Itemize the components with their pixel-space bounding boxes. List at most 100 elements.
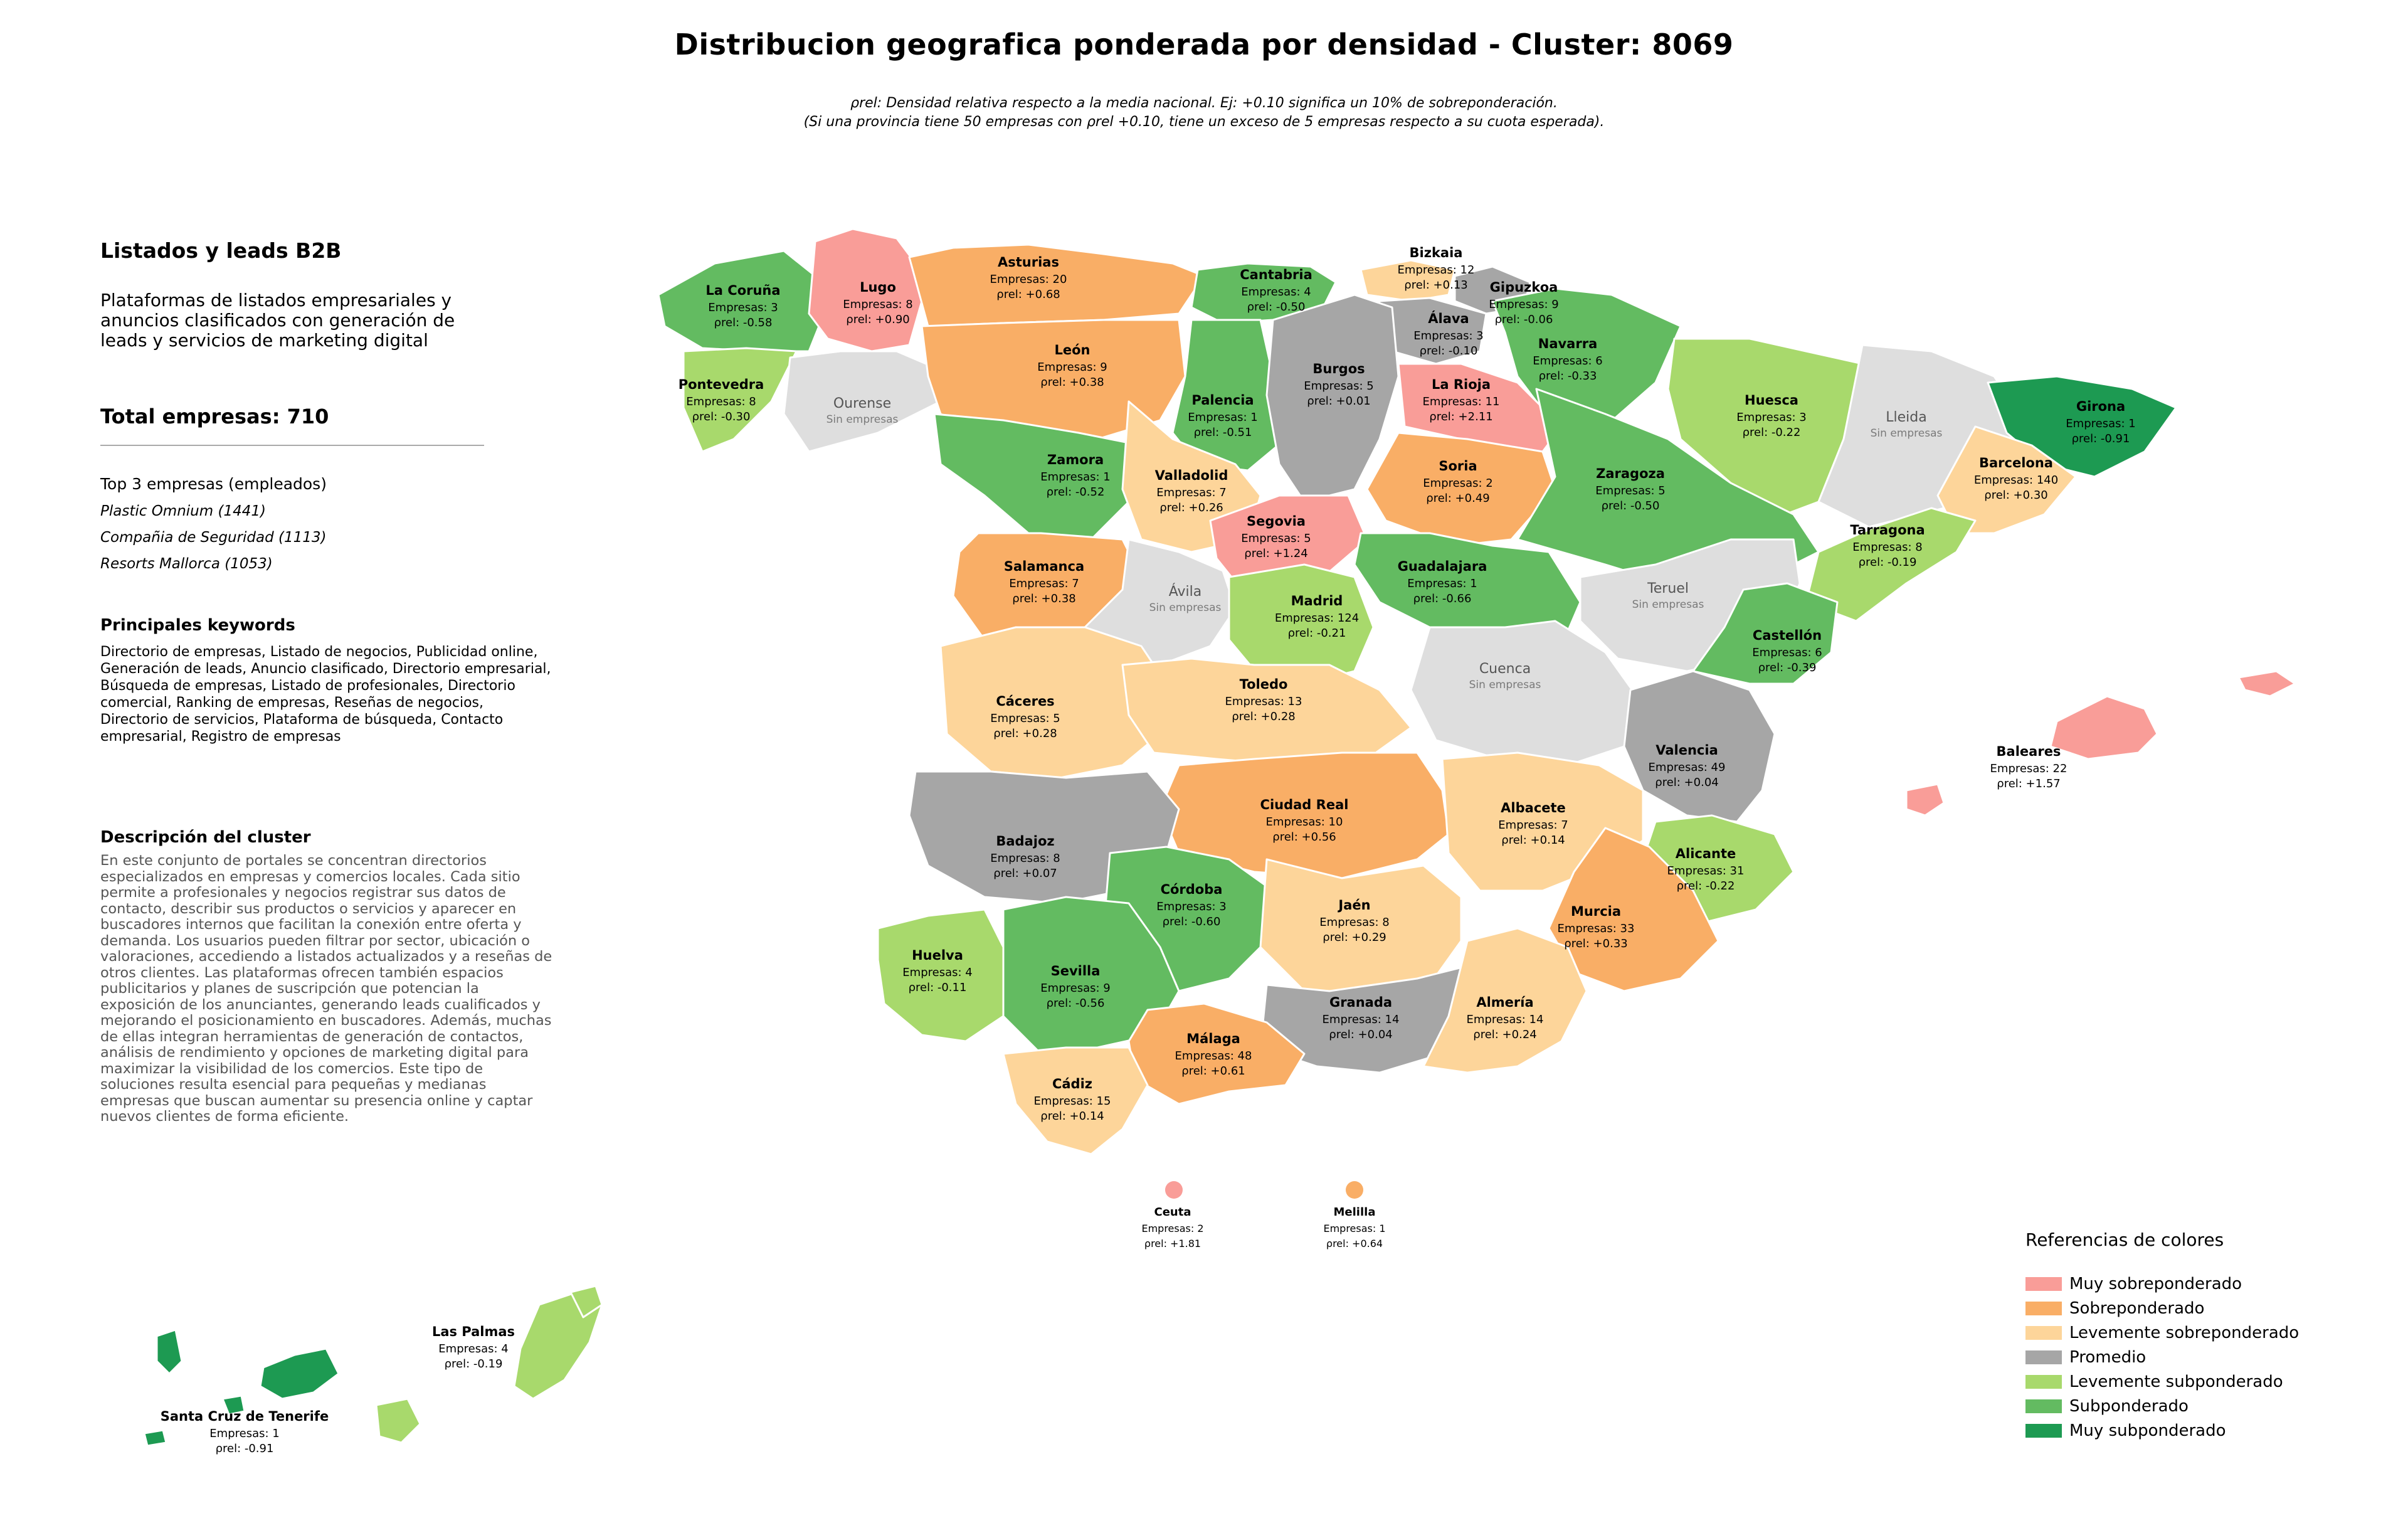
province-rho-palencia: ρrel: -0.51: [1194, 426, 1252, 439]
province-name-burgos: Burgos: [1312, 361, 1365, 376]
province-rho-jaen: ρrel: +0.29: [1323, 931, 1386, 944]
province-name-girona: Girona: [2076, 399, 2125, 414]
legend-item: Sobreponderado: [2025, 1296, 2377, 1320]
province-empresas-huesca: Empresas: 3: [1736, 411, 1806, 424]
province-leon: [921, 319, 1186, 440]
top3-item: Plastic Omnium (1441): [100, 503, 266, 519]
province-empresas-granada: Empresas: 14: [1323, 1013, 1400, 1026]
province-jaen: [1259, 858, 1462, 992]
province-baleares: [2237, 670, 2296, 698]
province-empresas-segovia: Empresas: 5: [1241, 532, 1311, 545]
province-rho-cadiz: ρrel: +0.14: [1040, 1110, 1104, 1123]
province-name-tarragona: Tarragona: [1850, 523, 1925, 538]
province-rho-las-palmas: ρrel: -0.19: [445, 1357, 503, 1371]
province-rho-asturias: ρrel: +0.68: [996, 288, 1060, 301]
cluster-description-title: Descripción del cluster: [100, 828, 311, 847]
province-rho-gipuzkoa: ρrel: -0.06: [1495, 313, 1553, 326]
province-rho-zaragoza: ρrel: -0.50: [1602, 499, 1660, 512]
province-empresas-girona: Empresas: 1: [2066, 417, 2135, 430]
province-empresas-tarragona: Empresas: 8: [1852, 541, 1922, 554]
province-rho-salamanca: ρrel: +0.38: [1012, 592, 1075, 605]
province-rho-melilla: ρrel: +0.64: [1326, 1238, 1383, 1249]
subtitle-line-1: ρrel: Densidad relativa respecto a la me…: [850, 95, 1558, 111]
province-baleares: [1905, 783, 1945, 817]
top3-title: Top 3 empresas (empleados): [100, 475, 327, 493]
province-avila: [1084, 538, 1237, 666]
province-no-data-ourense: Sin empresas: [826, 413, 899, 426]
province-name-ourense: Ourense: [833, 396, 891, 411]
province-empresas-santa-cruz-de-tenerife: Empresas: 1: [209, 1427, 279, 1440]
legend-swatch: [2025, 1350, 2062, 1364]
province-rho-la-rioja: ρrel: +2.11: [1429, 410, 1492, 423]
province-name-melilla: Melilla: [1334, 1206, 1376, 1219]
province-name-zamora: Zamora: [1047, 452, 1104, 467]
province-name-valladolid: Valladolid: [1155, 468, 1228, 483]
province-rho-malaga: ρrel: +0.61: [1181, 1064, 1245, 1078]
province-regions: [143, 228, 2296, 1447]
province-rho-ceuta: ρrel: +1.81: [1144, 1238, 1201, 1249]
province-ciudad-real: [1159, 751, 1450, 879]
province-name-ceuta: Ceuta: [1154, 1206, 1191, 1219]
keywords-title: Principales keywords: [100, 616, 295, 635]
province-baleares: [2049, 695, 2158, 760]
province-murcia: [1548, 827, 1719, 992]
province-name-bizkaia: Bizkaia: [1410, 245, 1463, 260]
province-name-teruel: Teruel: [1647, 581, 1689, 597]
province-rho-baleares: ρrel: +1.57: [1997, 777, 2060, 790]
province-empresas-ciudad-real: Empresas: 10: [1266, 815, 1343, 829]
province-rho-cordoba: ρrel: -0.60: [1163, 915, 1221, 928]
province-valencia: [1623, 670, 1776, 823]
province-cadiz: [1002, 1046, 1149, 1155]
province-name-avila: Ávila: [1169, 583, 1202, 600]
province-name-baleares: Baleares: [1997, 744, 2061, 759]
province-name-la-coruna: La Coruña: [705, 283, 780, 298]
legend-swatch: [2025, 1374, 2062, 1389]
province-name-segovia: Segovia: [1247, 514, 1306, 529]
province-santa-cruz-de-tenerife: [221, 1394, 246, 1416]
province-empresas-barcelona: Empresas: 140: [1974, 474, 2058, 487]
province-rho-guadalajara: ρrel: -0.66: [1413, 592, 1472, 605]
province-rho-cantabria: ρrel: -0.50: [1247, 300, 1306, 314]
province-empresas-malaga: Empresas: 48: [1175, 1049, 1252, 1063]
province-rho-tarragona: ρrel: -0.19: [1859, 556, 1917, 569]
province-empresas-guadalajara: Empresas: 1: [1407, 577, 1477, 590]
province-labels: La Coruña Empresas: 3 ρrel: -0.58 Lugo Empre…: [161, 245, 2136, 1455]
province-rho-soria: ρrel: +0.49: [1426, 492, 1489, 505]
province-name-malaga: Málaga: [1186, 1031, 1240, 1046]
province-empresas-cordoba: Empresas: 3: [1156, 900, 1226, 913]
province-palencia: [1171, 319, 1287, 472]
province-name-huesca: Huesca: [1745, 393, 1798, 408]
province-santa-cruz-de-tenerife: [259, 1347, 340, 1400]
province-las-palmas: [569, 1285, 603, 1318]
province-rho-girona: ρrel: -0.91: [2072, 432, 2130, 445]
province-name-alicante: Alicante: [1676, 846, 1736, 861]
legend-items: Muy sobreponderado Sobreponderado Levement…: [2025, 1271, 2377, 1443]
province-empresas-valencia: Empresas: 49: [1649, 761, 1726, 774]
legend-swatch: [2025, 1276, 2062, 1291]
province-name-cantabria: Cantabria: [1240, 267, 1312, 282]
province-name-ciudad-real: Ciudad Real: [1260, 797, 1349, 812]
province-toledo: [1121, 657, 1412, 767]
province-la-coruna: [657, 250, 823, 353]
province-bizkaia: [1360, 259, 1456, 302]
province-name-valencia: Valencia: [1656, 743, 1718, 758]
province-name-albacete: Albacete: [1501, 800, 1566, 815]
province-rho-alava: ρrel: -0.10: [1420, 344, 1478, 358]
province-lugo: [808, 228, 923, 353]
province-rho-leon: ρrel: +0.38: [1040, 376, 1104, 389]
province-barcelona: [1936, 425, 2077, 534]
map-title: Distribucion geografica ponderada por de…: [674, 28, 1734, 61]
province-rho-santa-cruz-de-tenerife: ρrel: -0.91: [216, 1442, 274, 1455]
province-empresas-badajoz: Empresas: 8: [990, 852, 1060, 865]
province-zamora: [933, 413, 1143, 541]
province-empresas-las-palmas: Empresas: 4: [438, 1342, 508, 1356]
province-name-navarra: Navarra: [1538, 336, 1598, 351]
province-name-cuenca: Cuenca: [1479, 661, 1531, 677]
province-empresas-huelva: Empresas: 4: [902, 966, 972, 979]
province-rho-valladolid: ρrel: +0.26: [1159, 501, 1223, 514]
province-name-jaen: Jaén: [1337, 898, 1370, 913]
province-melilla-marker: [1346, 1181, 1363, 1199]
province-name-lugo: Lugo: [860, 280, 896, 295]
province-rho-almeria: ρrel: +0.24: [1473, 1028, 1536, 1041]
